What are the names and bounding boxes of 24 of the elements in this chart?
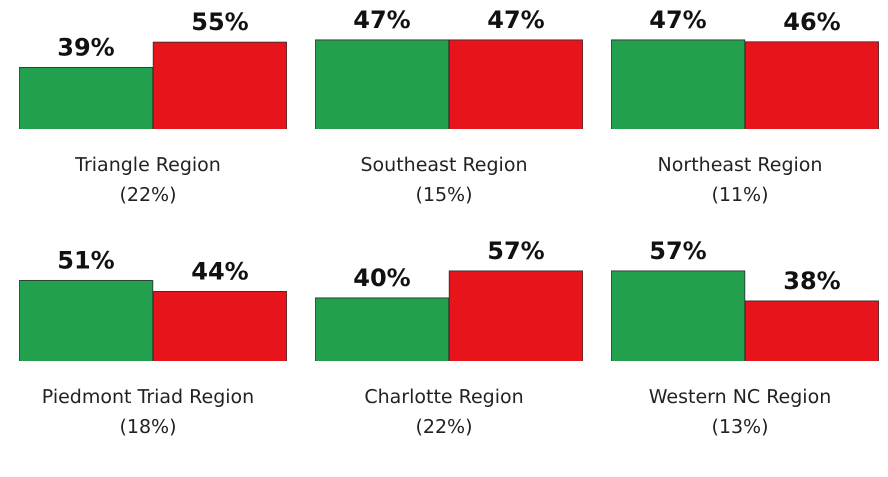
x-axis-title: Charlotte Region (364, 385, 524, 410)
data-label: 40% (353, 264, 411, 292)
text: (13%) (710, 415, 770, 440)
x-axis-title: Triangle Region (75, 153, 221, 178)
data-label: 47% (353, 6, 411, 34)
data-label: 55% (191, 8, 249, 36)
x-axis-title: Piedmont Triad Region (42, 385, 254, 410)
data-label: 46% (783, 8, 841, 36)
x-axis-title: Southeast Region (360, 153, 528, 178)
data-label: 47% (649, 6, 707, 34)
text: (11%) (710, 183, 770, 208)
text: (22%) (414, 415, 474, 440)
data-label: 47% (487, 6, 545, 34)
data-label: 39% (57, 33, 115, 62)
text: (15%) (414, 183, 474, 208)
data-label: 44% (191, 258, 249, 286)
data-label: 57% (649, 236, 707, 265)
text: (22%) (118, 183, 178, 208)
x-axis-title: Northeast Region (658, 153, 822, 178)
data-label: 57% (487, 236, 545, 265)
text: (18%) (118, 415, 178, 440)
data-label: 38% (783, 267, 841, 296)
data-label: 51% (57, 246, 115, 274)
x-axis-title: Western NC Region (648, 385, 832, 410)
